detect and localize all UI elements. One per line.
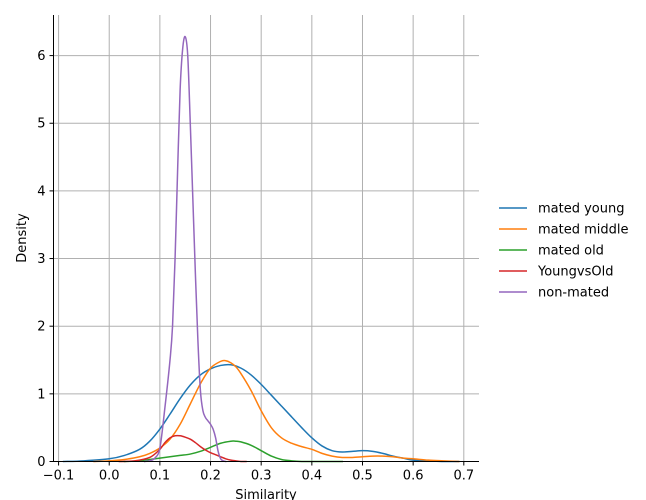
series-line-non-mated xyxy=(143,35,227,463)
y-tick-label: 5 xyxy=(37,117,45,132)
ticks: −0.1 0.0 0.1 0.2 0.3 0.4 0.5 0.6 0.7 0 1 2 3 4 5 6 xyxy=(37,49,474,483)
x-tick-label: 0.6 xyxy=(403,469,424,484)
legend: mated young mated middle mated old YoungvsO… xyxy=(499,202,629,301)
x-tick-label: 0.2 xyxy=(200,469,221,484)
y-tick-label: 0 xyxy=(37,455,45,470)
x-tick-label: −0.1 xyxy=(43,469,75,484)
legend-label-non-mated: non-mated xyxy=(538,286,609,301)
y-tick-label: 1 xyxy=(37,387,45,402)
y-axis-title: Density xyxy=(15,213,30,263)
x-tick-label: 0.1 xyxy=(150,469,171,484)
legend-label-mated-old: mated old xyxy=(538,244,604,259)
plot-lines xyxy=(62,35,460,463)
y-tick-label: 2 xyxy=(37,320,45,335)
x-axis-title: Similarity xyxy=(235,488,297,500)
legend-label-mated-young: mated young xyxy=(538,202,625,217)
x-tick-label: 0.5 xyxy=(352,469,373,484)
y-tick-label: 6 xyxy=(37,49,45,64)
series-line-youngvsold xyxy=(118,434,247,463)
y-tick-label: 4 xyxy=(37,184,45,199)
legend-label-youngvsold: YoungvsOld xyxy=(537,265,613,280)
x-tick-label: 0.4 xyxy=(301,469,322,484)
x-tick-label: 0.7 xyxy=(453,469,474,484)
x-tick-label: 0.3 xyxy=(251,469,272,484)
axes xyxy=(53,15,479,462)
y-tick-label: 3 xyxy=(37,252,45,267)
grid xyxy=(53,15,479,462)
x-tick-label: 0.0 xyxy=(99,469,120,484)
legend-label-mated-middle: mated middle xyxy=(538,223,629,238)
series-line-mated-young xyxy=(62,363,460,463)
series-line-mated-middle xyxy=(93,359,460,463)
